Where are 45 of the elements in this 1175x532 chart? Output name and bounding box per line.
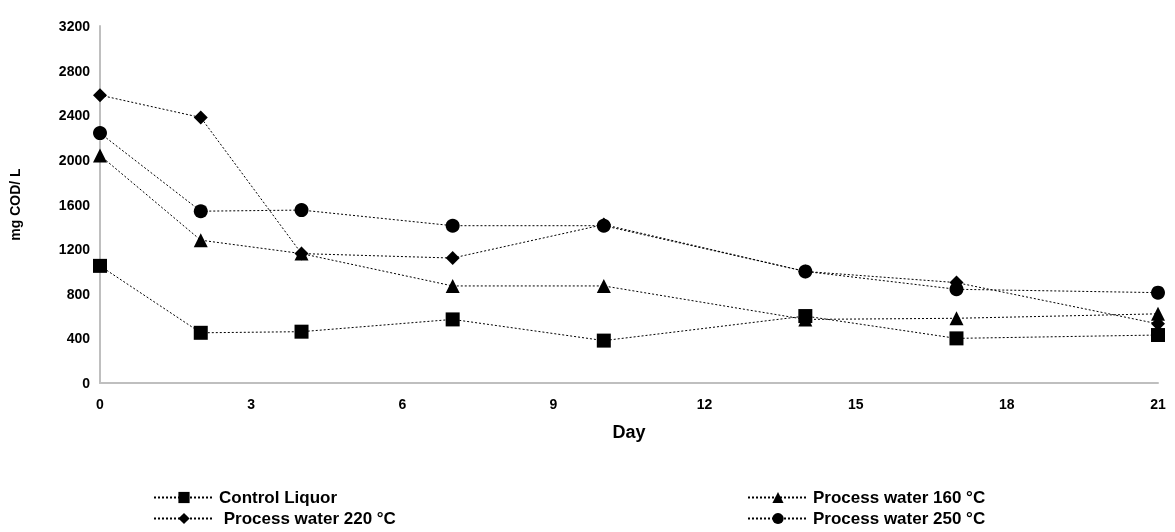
- point: [949, 331, 964, 346]
- y-tick-label: 1600: [58, 196, 91, 213]
- legend-label: Process water 160 °C: [813, 488, 986, 507]
- point: [193, 204, 208, 219]
- legend-label: Process water 220 °C: [219, 509, 396, 528]
- y-tick-label: 3200: [58, 18, 91, 34]
- x-tick-label: 12: [696, 396, 713, 412]
- point: [93, 148, 107, 163]
- x-tick-label: 3: [247, 396, 256, 412]
- point: [445, 251, 460, 266]
- point: [294, 203, 309, 218]
- y-tick-label: 400: [66, 330, 91, 347]
- y-tick-label: 1200: [58, 241, 91, 258]
- point: [949, 311, 964, 326]
- point: [445, 278, 460, 293]
- x-tick-label: 6: [398, 396, 407, 412]
- legend-label: Process water 250 °C: [813, 509, 986, 528]
- x-axis-title: Day: [612, 422, 646, 442]
- x-tick-label: 9: [549, 396, 558, 412]
- point: [294, 324, 309, 339]
- legend-label: Control Liquor: [219, 488, 338, 507]
- point: [193, 233, 208, 248]
- point: [93, 88, 107, 103]
- point: [193, 325, 208, 340]
- y-tick-label: 2800: [58, 62, 91, 79]
- point: [93, 126, 107, 141]
- point: [193, 110, 208, 125]
- x-tick-label: 15: [847, 396, 864, 412]
- point: [596, 333, 611, 348]
- point: [596, 278, 611, 293]
- y-tick-label: 800: [66, 285, 91, 302]
- point: [445, 218, 460, 233]
- x-tick-label: 0: [96, 396, 105, 412]
- point: [798, 264, 813, 279]
- point: [93, 258, 107, 273]
- y-tick-label: 2000: [58, 151, 91, 168]
- x-tick-label: 21: [1150, 396, 1166, 412]
- point: [445, 312, 460, 327]
- point: [1151, 328, 1165, 343]
- point: [949, 282, 964, 297]
- y-tick-label: 0: [82, 375, 91, 391]
- y-axis-title: mg COD/ L: [7, 167, 23, 241]
- point: [1151, 285, 1165, 300]
- x-tick-label: 18: [999, 396, 1015, 412]
- y-tick-label: 2400: [58, 107, 91, 124]
